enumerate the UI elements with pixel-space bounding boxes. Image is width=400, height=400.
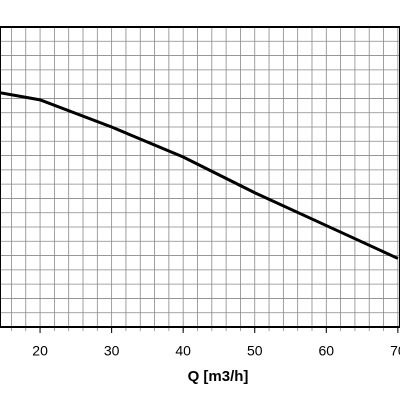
x-tick-label: 40 [175, 343, 191, 359]
x-axis-title: Q [m3/h] [188, 368, 249, 385]
x-tick-label: 30 [104, 343, 120, 359]
curve [0, 91, 399, 260]
x-tick-label: 50 [247, 343, 263, 359]
x-tick-label: 70 [390, 343, 400, 359]
x-tick-label: 20 [32, 343, 48, 359]
plot-frame [0, 26, 400, 328]
x-tick-label: 60 [319, 343, 335, 359]
